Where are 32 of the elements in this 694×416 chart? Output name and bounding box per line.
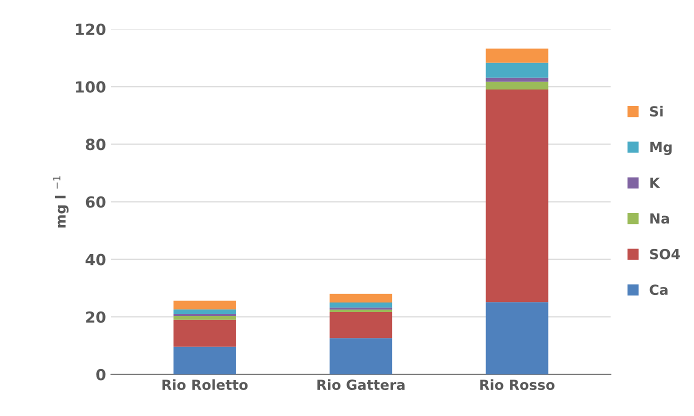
legend-label: Si [650, 106, 663, 117]
legend-label: Na [650, 213, 669, 224]
y-axis-title: mg l $^{−1}$ [53, 176, 69, 228]
bar [486, 62, 548, 78]
bar [330, 312, 392, 338]
bar [486, 78, 548, 82]
bar [486, 302, 548, 374]
y-tick-label: 60 [86, 196, 106, 208]
y-tick-label: 20 [86, 311, 106, 323]
x-tick-label: Rio Roletto [162, 379, 248, 390]
legend-label: SO4 [650, 248, 680, 260]
bar [174, 346, 236, 374]
y-tick-label: 120 [76, 24, 106, 36]
y-tick-label: 0 [96, 368, 106, 380]
x-tick-label: Rio Rosso [480, 379, 555, 390]
x-tick-label: Rio Gattera [317, 379, 405, 390]
bar [174, 316, 236, 320]
y-tick-label: 80 [86, 138, 106, 150]
legend-label: K [650, 178, 660, 188]
legend-label: Ca [650, 284, 668, 296]
legend-label: Mg [650, 142, 672, 156]
y-tick-label: 100 [76, 81, 106, 93]
bar [174, 300, 236, 310]
bar [174, 320, 236, 347]
bar [330, 338, 392, 374]
bar [330, 302, 392, 308]
y-tick-label: 40 [86, 254, 106, 266]
bar [330, 294, 392, 302]
bar [486, 82, 548, 90]
bar [486, 48, 548, 63]
bar [486, 90, 548, 302]
bar [174, 309, 236, 314]
